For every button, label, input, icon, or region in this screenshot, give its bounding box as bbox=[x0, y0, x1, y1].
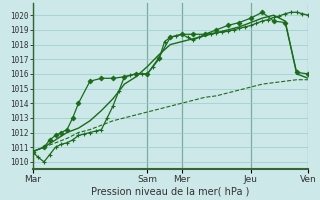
X-axis label: Pression niveau de la mer( hPa ): Pression niveau de la mer( hPa ) bbox=[91, 187, 250, 197]
